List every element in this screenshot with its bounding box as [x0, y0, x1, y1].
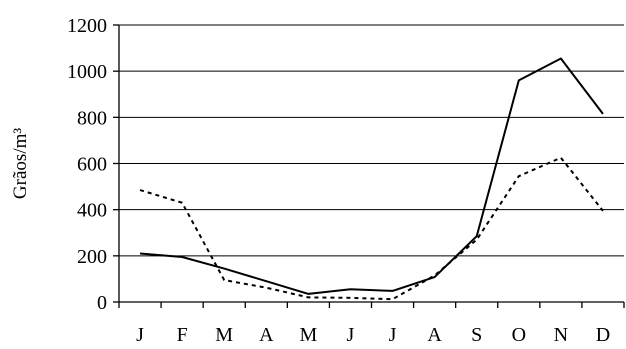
x-tick-label: J — [136, 324, 144, 346]
y-tick-label: 200 — [77, 246, 107, 268]
x-tick-label: S — [471, 324, 482, 346]
y-tick-label: 800 — [77, 107, 107, 129]
x-tick-label: J — [347, 324, 355, 346]
x-tick-label: O — [512, 324, 526, 346]
y-tick-label: 1000 — [67, 61, 107, 83]
tick-labels: 0 200 400 600 800 1000 1200 J F M A M J J A S O N D — [67, 15, 610, 346]
y-tick-label: 1200 — [67, 15, 107, 37]
series-line-solid — [139, 57, 604, 295]
gridlines — [119, 24, 624, 257]
series-line-dashed — [139, 156, 604, 301]
x-tick-label: M — [299, 324, 317, 346]
x-tick-label: A — [427, 324, 442, 346]
x-tick-label: D — [596, 324, 610, 346]
x-tick-label: M — [215, 324, 233, 346]
y-tick-label: 0 — [97, 292, 107, 314]
x-tick-label: N — [554, 324, 568, 346]
x-tick-label: J — [389, 324, 397, 346]
x-tick-label: A — [259, 324, 274, 346]
y-tick-label: 400 — [77, 200, 107, 222]
series-lines — [139, 57, 604, 301]
y-tick-label: 600 — [77, 154, 107, 176]
axes — [113, 24, 625, 308]
x-tick-label: F — [177, 324, 188, 346]
y-axis-title: Grãos/m³ — [10, 128, 31, 199]
